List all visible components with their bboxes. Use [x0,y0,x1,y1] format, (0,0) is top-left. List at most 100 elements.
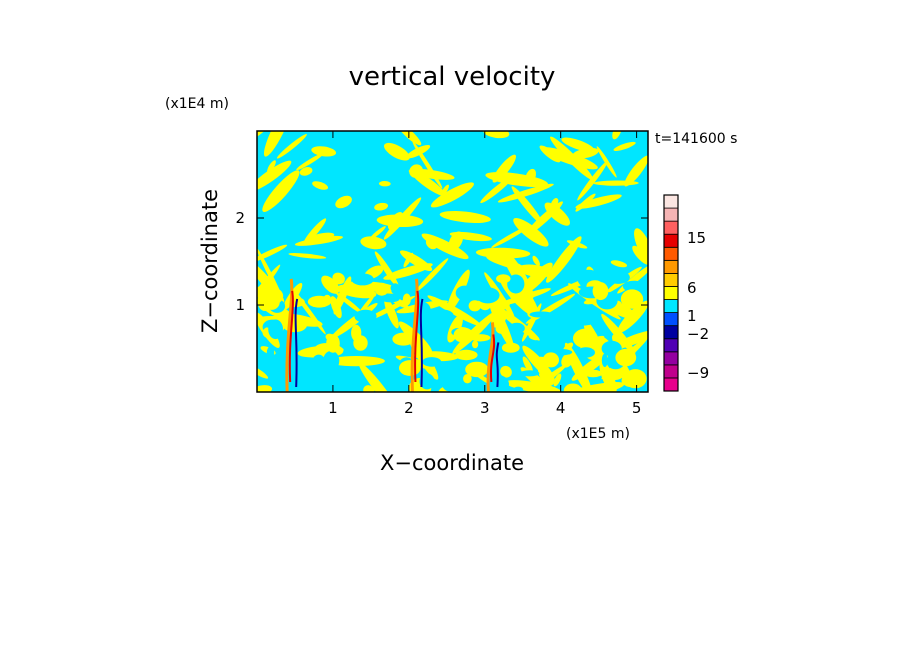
yellow-band [257,244,288,263]
yellow-band [406,145,431,159]
blob [621,374,643,388]
blob [295,361,305,381]
yellow-band [360,236,387,250]
yellow-band [369,226,386,240]
yellow-band [296,153,324,171]
yellow-band [577,160,608,201]
colorbar-swatch [663,286,679,300]
yellow-band [403,252,414,268]
blob [322,294,332,306]
colorbar-swatch [663,351,679,366]
yellow-band [384,297,399,329]
yellow-band [257,363,269,379]
blob [508,322,525,334]
yellow-band [358,362,400,392]
yellow-band [632,245,648,266]
yellow-band [544,202,571,226]
yellow-band [575,193,596,212]
yellow-band [383,142,410,161]
blob [354,309,377,323]
colorbar-swatch [663,312,679,327]
yellow-band [505,380,562,392]
yellow-band [276,134,307,159]
yellow-band [257,131,272,143]
blob [576,347,596,358]
velocity-field [257,131,648,392]
column-red [414,290,420,383]
blob [351,324,362,342]
blob [380,295,400,303]
yellow-band [538,364,555,386]
blob [601,340,622,357]
yellow-band [500,365,512,378]
yellow-band [613,141,636,151]
column-blue [495,342,500,388]
blob [326,334,340,353]
blob [330,277,345,285]
yellow-band [378,180,391,187]
blob [441,374,461,392]
blob [263,293,280,310]
yellow-band [303,218,327,245]
yellow-band [335,195,352,209]
x-tick-label: 1 [328,399,338,417]
yellow-band [624,155,648,187]
yellow-band [374,202,389,211]
blob [571,314,596,326]
yellow-band [566,240,588,249]
yellow-band [257,385,273,392]
yellow-band [430,182,474,208]
yellow-band [410,169,446,197]
blob [563,383,582,392]
yellow-band [312,181,329,190]
blob [496,274,511,284]
colorbar-tick-label: −2 [687,325,709,343]
blob [422,357,442,367]
colorbar-swatch [663,377,679,392]
blob [606,270,630,284]
yellow-band [415,258,449,292]
colorbar-tick-label: 6 [687,279,697,297]
column-blue [294,298,299,388]
blob [374,282,389,296]
y-tick-label: 1 [235,296,245,314]
yellow-band [485,172,548,187]
colorbar-tick-label: −9 [687,364,709,382]
blob [520,370,540,377]
blob [542,352,560,368]
blob [620,289,644,309]
yellow-band [513,217,549,247]
y-axis-label: Z−coordinate [198,189,222,333]
x-axis-label: X−coordinate [380,451,524,475]
blob [363,385,374,392]
y-unit-label: (x1E4 m) [165,96,229,112]
yellow-band [257,160,292,192]
blob [573,328,598,349]
blob [583,369,603,378]
blob [563,268,584,281]
yellow-band [539,145,561,163]
x-tick-label: 3 [480,399,490,417]
yellow-band [483,131,510,139]
blob [468,300,481,312]
blob [465,361,489,378]
blob [513,386,524,392]
colorbar-swatch [663,194,679,209]
blob [491,299,510,310]
blob [603,369,624,381]
colorbar-swatch [663,272,679,287]
yellow-band [449,231,492,242]
yellow-band [321,275,340,294]
updraft-column [285,278,299,392]
blob [415,302,431,319]
colorbar-frame [663,194,679,392]
blob [391,286,415,296]
blob [455,285,474,301]
blob [472,340,479,349]
yellow-band [611,330,648,350]
colorbar-tick-label: 1 [687,307,697,325]
colorbar-swatch [663,338,679,353]
yellow-band [333,276,352,315]
updraft-columns [285,278,500,392]
